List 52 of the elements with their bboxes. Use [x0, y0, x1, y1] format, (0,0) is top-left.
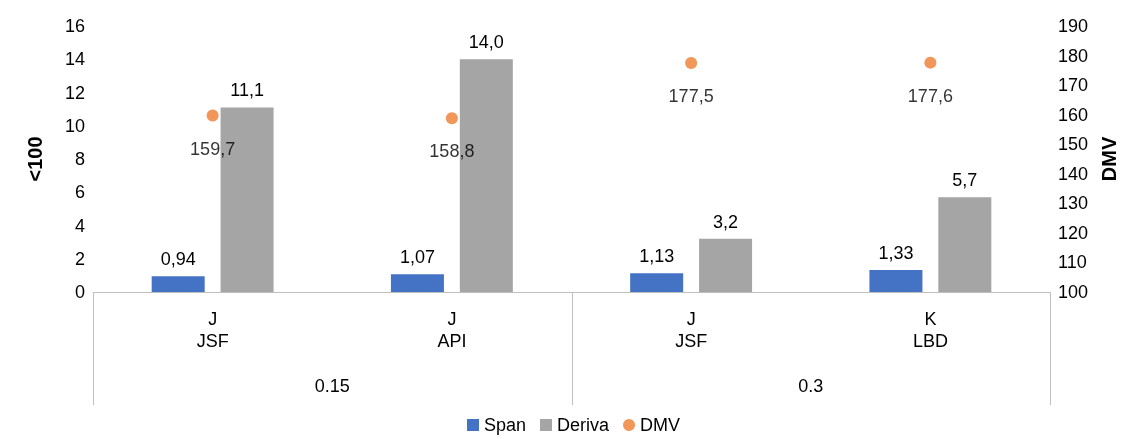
bar — [630, 273, 684, 292]
bar — [390, 274, 444, 292]
x-tick-label: J JSF — [196, 309, 229, 351]
x-tick-label: J JSF — [675, 309, 708, 351]
bar — [151, 276, 205, 292]
legend-label: DMV — [640, 415, 681, 435]
y-tick-label: 12 — [64, 82, 85, 103]
y2-tick-label: 190 — [1058, 16, 1089, 36]
data-label: 1,07 — [399, 247, 435, 268]
data-label: 1,13 — [639, 246, 675, 267]
legend-label: Span — [483, 415, 527, 435]
x-tick-label: K LBD — [912, 309, 948, 351]
y2-tick-label: 160 — [1058, 104, 1089, 125]
bar — [699, 238, 753, 292]
y-tick-label: 0 — [74, 282, 85, 302]
y2-tick-label: 120 — [1058, 222, 1089, 243]
point — [445, 112, 458, 125]
x-tick-label: J API — [437, 309, 467, 351]
legend-label: Deriva — [557, 415, 611, 435]
y-tick-label: 10 — [64, 115, 85, 136]
data-label: 158,8 — [429, 141, 475, 162]
y2-axis-title: DMV — [1097, 136, 1120, 182]
y2-tick-label: 130 — [1058, 193, 1089, 214]
data-label: 177,5 — [668, 85, 714, 106]
data-label: 14,0 — [468, 32, 504, 53]
y2-tick-label: 110 — [1058, 252, 1087, 273]
y2-tick-label: 150 — [1058, 134, 1089, 155]
bar — [938, 197, 992, 292]
y-tick-label: 4 — [74, 215, 85, 236]
y2-tick-label: 170 — [1058, 75, 1089, 96]
text: 0.3 — [798, 376, 824, 397]
point — [685, 56, 698, 69]
y-axis-title: <100 — [24, 136, 46, 182]
y-tick-label: 16 — [64, 16, 85, 36]
y-tick-label: 6 — [74, 182, 85, 203]
y-tick-label: 8 — [74, 149, 85, 169]
y-tick-label: 14 — [64, 49, 85, 70]
text: 0.15 — [314, 376, 350, 397]
y2-tick-label: 100 — [1058, 282, 1089, 302]
point — [924, 56, 937, 69]
data-label: 0,94 — [160, 249, 196, 270]
y2-tick-label: 180 — [1058, 45, 1089, 66]
data-label: 11,1 — [230, 80, 264, 101]
point — [206, 109, 219, 122]
data-label: 5,7 — [952, 170, 978, 191]
data-label: 159,7 — [190, 138, 236, 159]
bar — [869, 269, 923, 292]
data-label: 3,2 — [713, 211, 739, 232]
y-tick-label: 2 — [74, 248, 85, 269]
data-label: 177,6 — [907, 85, 953, 106]
data-label: 1,33 — [878, 242, 914, 263]
y2-tick-label: 140 — [1058, 163, 1089, 184]
